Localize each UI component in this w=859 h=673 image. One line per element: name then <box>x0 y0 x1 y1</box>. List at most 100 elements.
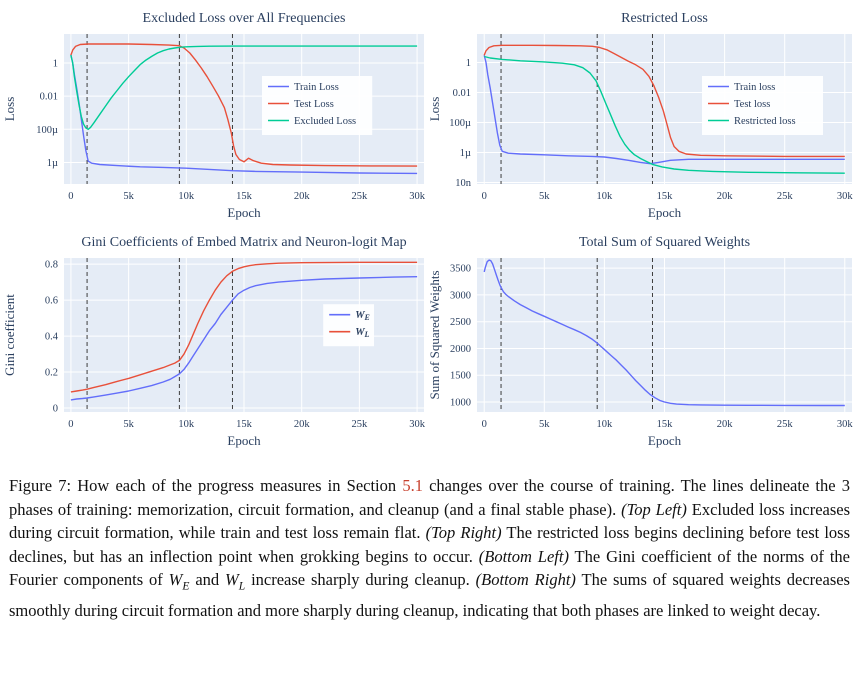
legend-label: Restricted loss <box>734 116 796 127</box>
legend-label: Train loss <box>734 82 775 93</box>
y-tick-label: 0 <box>53 404 58 415</box>
x-tick-label: 10k <box>597 191 614 202</box>
caption-marker-top-left: (Top Left) <box>621 499 687 519</box>
chart-title: Gini Coefficients of Embed Matrix and Ne… <box>81 235 406 250</box>
y-axis: 1000 1500 2000 2500 3000 3500 <box>450 264 852 408</box>
x-tick-label: 20k <box>294 191 311 202</box>
chart-gini-coefficients: 0 5k 10k 15k 20k 25k 30k 0 0.2 0.4 0.6 0.8 WE WL Gini … <box>0 230 429 464</box>
x-tick-label: 0 <box>68 191 73 202</box>
legend-label: WL <box>355 327 369 339</box>
series-lines <box>70 43 418 175</box>
y-axis-label: Loss <box>2 97 17 122</box>
chart-excluded-loss: 0 5k 10k 15k 20k 25k 30k 1 0.01 100µ 1µ Train Loss T… <box>0 6 429 230</box>
chart-title: Excluded Loss over All Frequencies <box>143 11 346 26</box>
x-axis-label: Epoch <box>648 205 682 220</box>
x-axis: 0 5k 10k 15k 20k 25k 30k <box>68 258 426 430</box>
section-ref-link[interactable]: 5.1 <box>402 476 423 495</box>
legend-label: WE <box>355 310 370 322</box>
x-tick-label: 25k <box>352 419 369 430</box>
caption-marker-top-right: (Top Right) <box>425 523 502 542</box>
caption-text-run: changes over the course of training. The… <box>9 476 850 519</box>
y-tick-label: 1000 <box>450 397 471 408</box>
x-tick-label: 0 <box>68 419 73 430</box>
y-tick-label: 1 <box>466 58 471 69</box>
chart-restricted-loss: 0 5k 10k 15k 20k 25k 30k 1 0.01 100µ 1µ 10n Train lo… <box>429 6 858 230</box>
legend: Train Loss Test Loss Excluded Loss <box>262 76 373 135</box>
x-tick-label: 10k <box>178 191 195 202</box>
y-tick-label: 1µ <box>460 148 471 159</box>
legend: WE WL <box>323 304 374 347</box>
caption-text-run: increase sharply during cleanup. <box>245 570 476 589</box>
math-symbol-wl: WL <box>225 570 246 593</box>
caption-text-run: Excluded loss increases during circuit f… <box>9 499 851 543</box>
x-tick-label: 30k <box>837 191 854 202</box>
y-tick-label: 0.2 <box>45 368 58 379</box>
legend-label: Test loss <box>734 99 770 110</box>
x-axis-label: Epoch <box>227 433 261 448</box>
caption-marker-bottom-left: (Bottom Left) <box>478 546 569 566</box>
x-tick-label: 25k <box>777 419 794 430</box>
series-line-w-e <box>70 276 418 401</box>
legend-label: Test Loss <box>294 99 334 110</box>
phase-boundary-lines <box>500 258 653 412</box>
x-tick-label: 5k <box>123 191 134 202</box>
x-axis-label: Epoch <box>227 205 261 220</box>
y-tick-label: 0.4 <box>45 332 59 343</box>
caption-text-run: The restricted loss begins declining bef… <box>9 523 850 566</box>
series-line-test-loss <box>70 43 418 167</box>
x-tick-label: 15k <box>236 419 253 430</box>
chart-gini-coefficients-svg: 0 5k 10k 15k 20k 25k 30k 0 0.2 0.4 0.6 0.8 WE WL Gini … <box>2 235 426 448</box>
figure-7: 0 5k 10k 15k 20k 25k 30k 1 0.01 100µ 1µ Train Loss T… <box>0 6 859 622</box>
math-symbol-we: WE <box>168 570 190 593</box>
y-tick-label: 1500 <box>450 371 471 382</box>
chart-sum-squared-weights-svg: 0 5k 10k 15k 20k 25k 30k 1000 1500 2000 2500 3000 35… <box>429 235 854 448</box>
y-tick-label: 10n <box>455 178 472 189</box>
y-tick-label: 100µ <box>36 125 58 136</box>
series-line-restricted-loss <box>484 55 845 174</box>
x-tick-label: 20k <box>717 191 734 202</box>
phase-boundary-lines <box>86 258 233 412</box>
x-tick-label: 0 <box>482 419 487 430</box>
chart-title: Total Sum of Squared Weights <box>579 235 750 250</box>
x-axis-label: Epoch <box>648 433 682 448</box>
y-tick-label: 1µ <box>47 158 58 169</box>
x-tick-label: 20k <box>717 419 734 430</box>
series-line-sum-of-squared-weights <box>483 259 845 407</box>
x-tick-label: 15k <box>657 419 674 430</box>
y-tick-label: 2000 <box>450 344 471 355</box>
y-tick-label: 2500 <box>450 317 471 328</box>
series-lines <box>70 261 418 401</box>
caption-text-run: Figure 7: How each of the progress measu… <box>9 476 403 495</box>
y-tick-label: 0.8 <box>45 260 58 271</box>
y-axis-label: Sum of Squared Weights <box>429 270 442 399</box>
chart-title: Restricted Loss <box>621 11 708 26</box>
y-tick-label: 1 <box>53 59 58 70</box>
legend-label: Excluded Loss <box>294 116 356 127</box>
y-tick-label: 3500 <box>450 264 471 275</box>
x-tick-label: 10k <box>597 419 614 430</box>
chart-sum-squared-weights: 0 5k 10k 15k 20k 25k 30k 1000 1500 2000 2500 3000 35… <box>429 230 858 464</box>
y-tick-label: 0.6 <box>45 296 58 307</box>
y-tick-label: 100µ <box>449 118 471 129</box>
x-tick-label: 30k <box>837 419 854 430</box>
x-tick-label: 25k <box>352 191 369 202</box>
y-axis: 1 0.01 100µ 1µ <box>36 59 424 169</box>
x-tick-label: 5k <box>539 191 550 202</box>
series-line-train-loss <box>483 55 845 165</box>
chart-restricted-loss-svg: 0 5k 10k 15k 20k 25k 30k 1 0.01 100µ 1µ 10n Train lo… <box>429 11 854 220</box>
series-line-test-loss <box>483 44 845 158</box>
x-tick-label: 30k <box>409 191 426 202</box>
x-tick-label: 20k <box>294 419 311 430</box>
y-tick-label: 0.01 <box>40 92 58 103</box>
x-tick-label: 15k <box>236 191 253 202</box>
caption-text-run: and <box>189 570 226 589</box>
x-tick-label: 25k <box>777 191 794 202</box>
caption-marker-bottom-right: (Bottom Right) <box>475 570 576 589</box>
y-tick-label: 0.01 <box>453 88 471 99</box>
x-tick-label: 5k <box>539 419 550 430</box>
y-axis: 1 0.01 100µ 1µ 10n <box>449 58 852 189</box>
y-tick-label: 3000 <box>450 290 471 301</box>
figure-caption: Figure 7: How each of the progress measu… <box>9 474 850 622</box>
phase-boundary-lines <box>86 34 233 184</box>
